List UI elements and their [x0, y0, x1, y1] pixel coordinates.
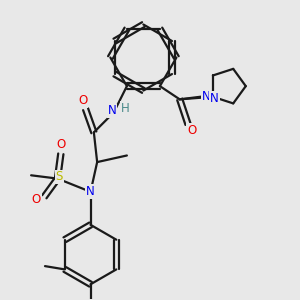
Text: N: N [202, 89, 211, 103]
Text: S: S [56, 170, 63, 183]
Text: O: O [78, 94, 88, 107]
Text: H: H [121, 102, 130, 115]
Text: N: N [210, 92, 219, 105]
Text: N: N [86, 185, 95, 198]
Text: O: O [32, 193, 41, 206]
Text: O: O [57, 138, 66, 151]
Text: O: O [187, 124, 196, 137]
Text: N: N [108, 104, 116, 117]
